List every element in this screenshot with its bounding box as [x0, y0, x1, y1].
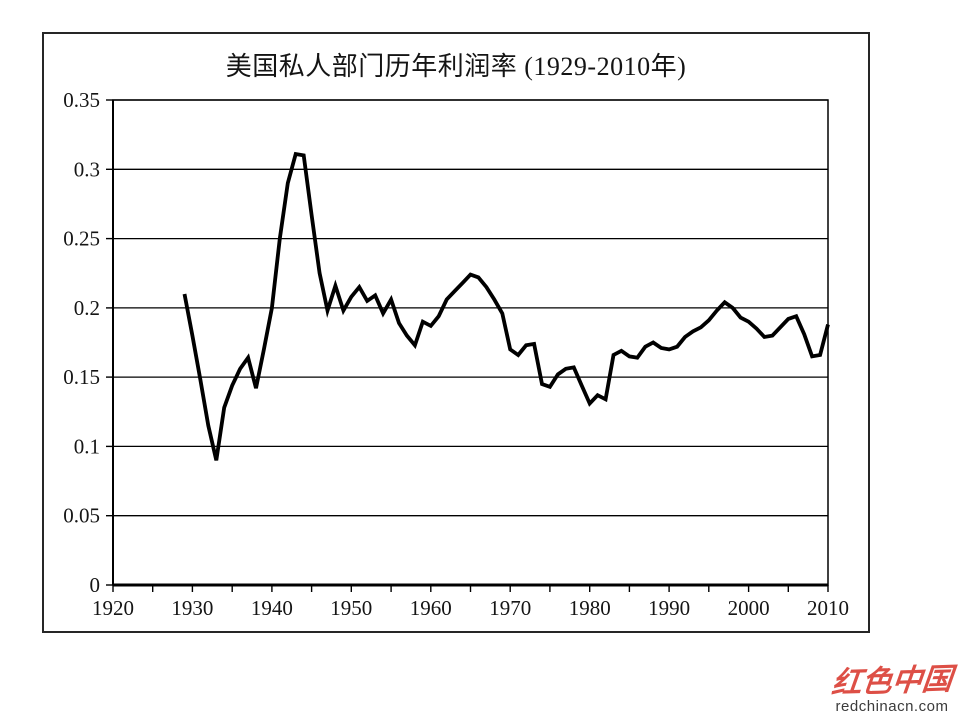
y-tick-label: 0.25	[63, 227, 100, 251]
y-tick-label: 0	[90, 573, 101, 597]
x-tick-label: 1940	[251, 596, 293, 620]
x-tick-label: 1950	[330, 596, 372, 620]
watermark-url-text: redchinacn.com	[835, 698, 949, 715]
chart-plot-area: 1920 1930 1940 1950 1960 1970 1980 1990 2000 2010…	[63, 88, 849, 620]
watermark: 红色中国 redchinacn.com	[829, 661, 955, 715]
y-tick-label: 0.15	[63, 365, 100, 389]
y-tick-label: 0.35	[63, 88, 100, 112]
profit-rate-line	[182, 151, 830, 461]
x-tick-label: 1920	[92, 596, 134, 620]
x-tick-label: 1990	[648, 596, 690, 620]
x-tick-label: 1930	[171, 596, 213, 620]
y-tick-label: 0.3	[74, 157, 100, 181]
x-tick-label: 1960	[410, 596, 452, 620]
redchina-logo: 红色中国	[829, 661, 955, 702]
plot-frame	[112, 99, 829, 586]
y-tick-label: 0.2	[74, 296, 100, 320]
y-tick-label: 0.05	[63, 504, 100, 528]
x-tick-label: 2000	[728, 596, 770, 620]
y-tick-label: 0.1	[74, 434, 100, 458]
x-tick-label: 1970	[489, 596, 531, 620]
profit-rate-chart: 1920 1930 1940 1950 1960 1970 1980 1990 2000 2010…	[42, 32, 870, 633]
x-tick-label: 1980	[569, 596, 611, 620]
chart-title: 美国私人部门历年利润率 (1929-2010年)	[225, 52, 687, 81]
x-tick-label: 2010	[807, 596, 849, 620]
